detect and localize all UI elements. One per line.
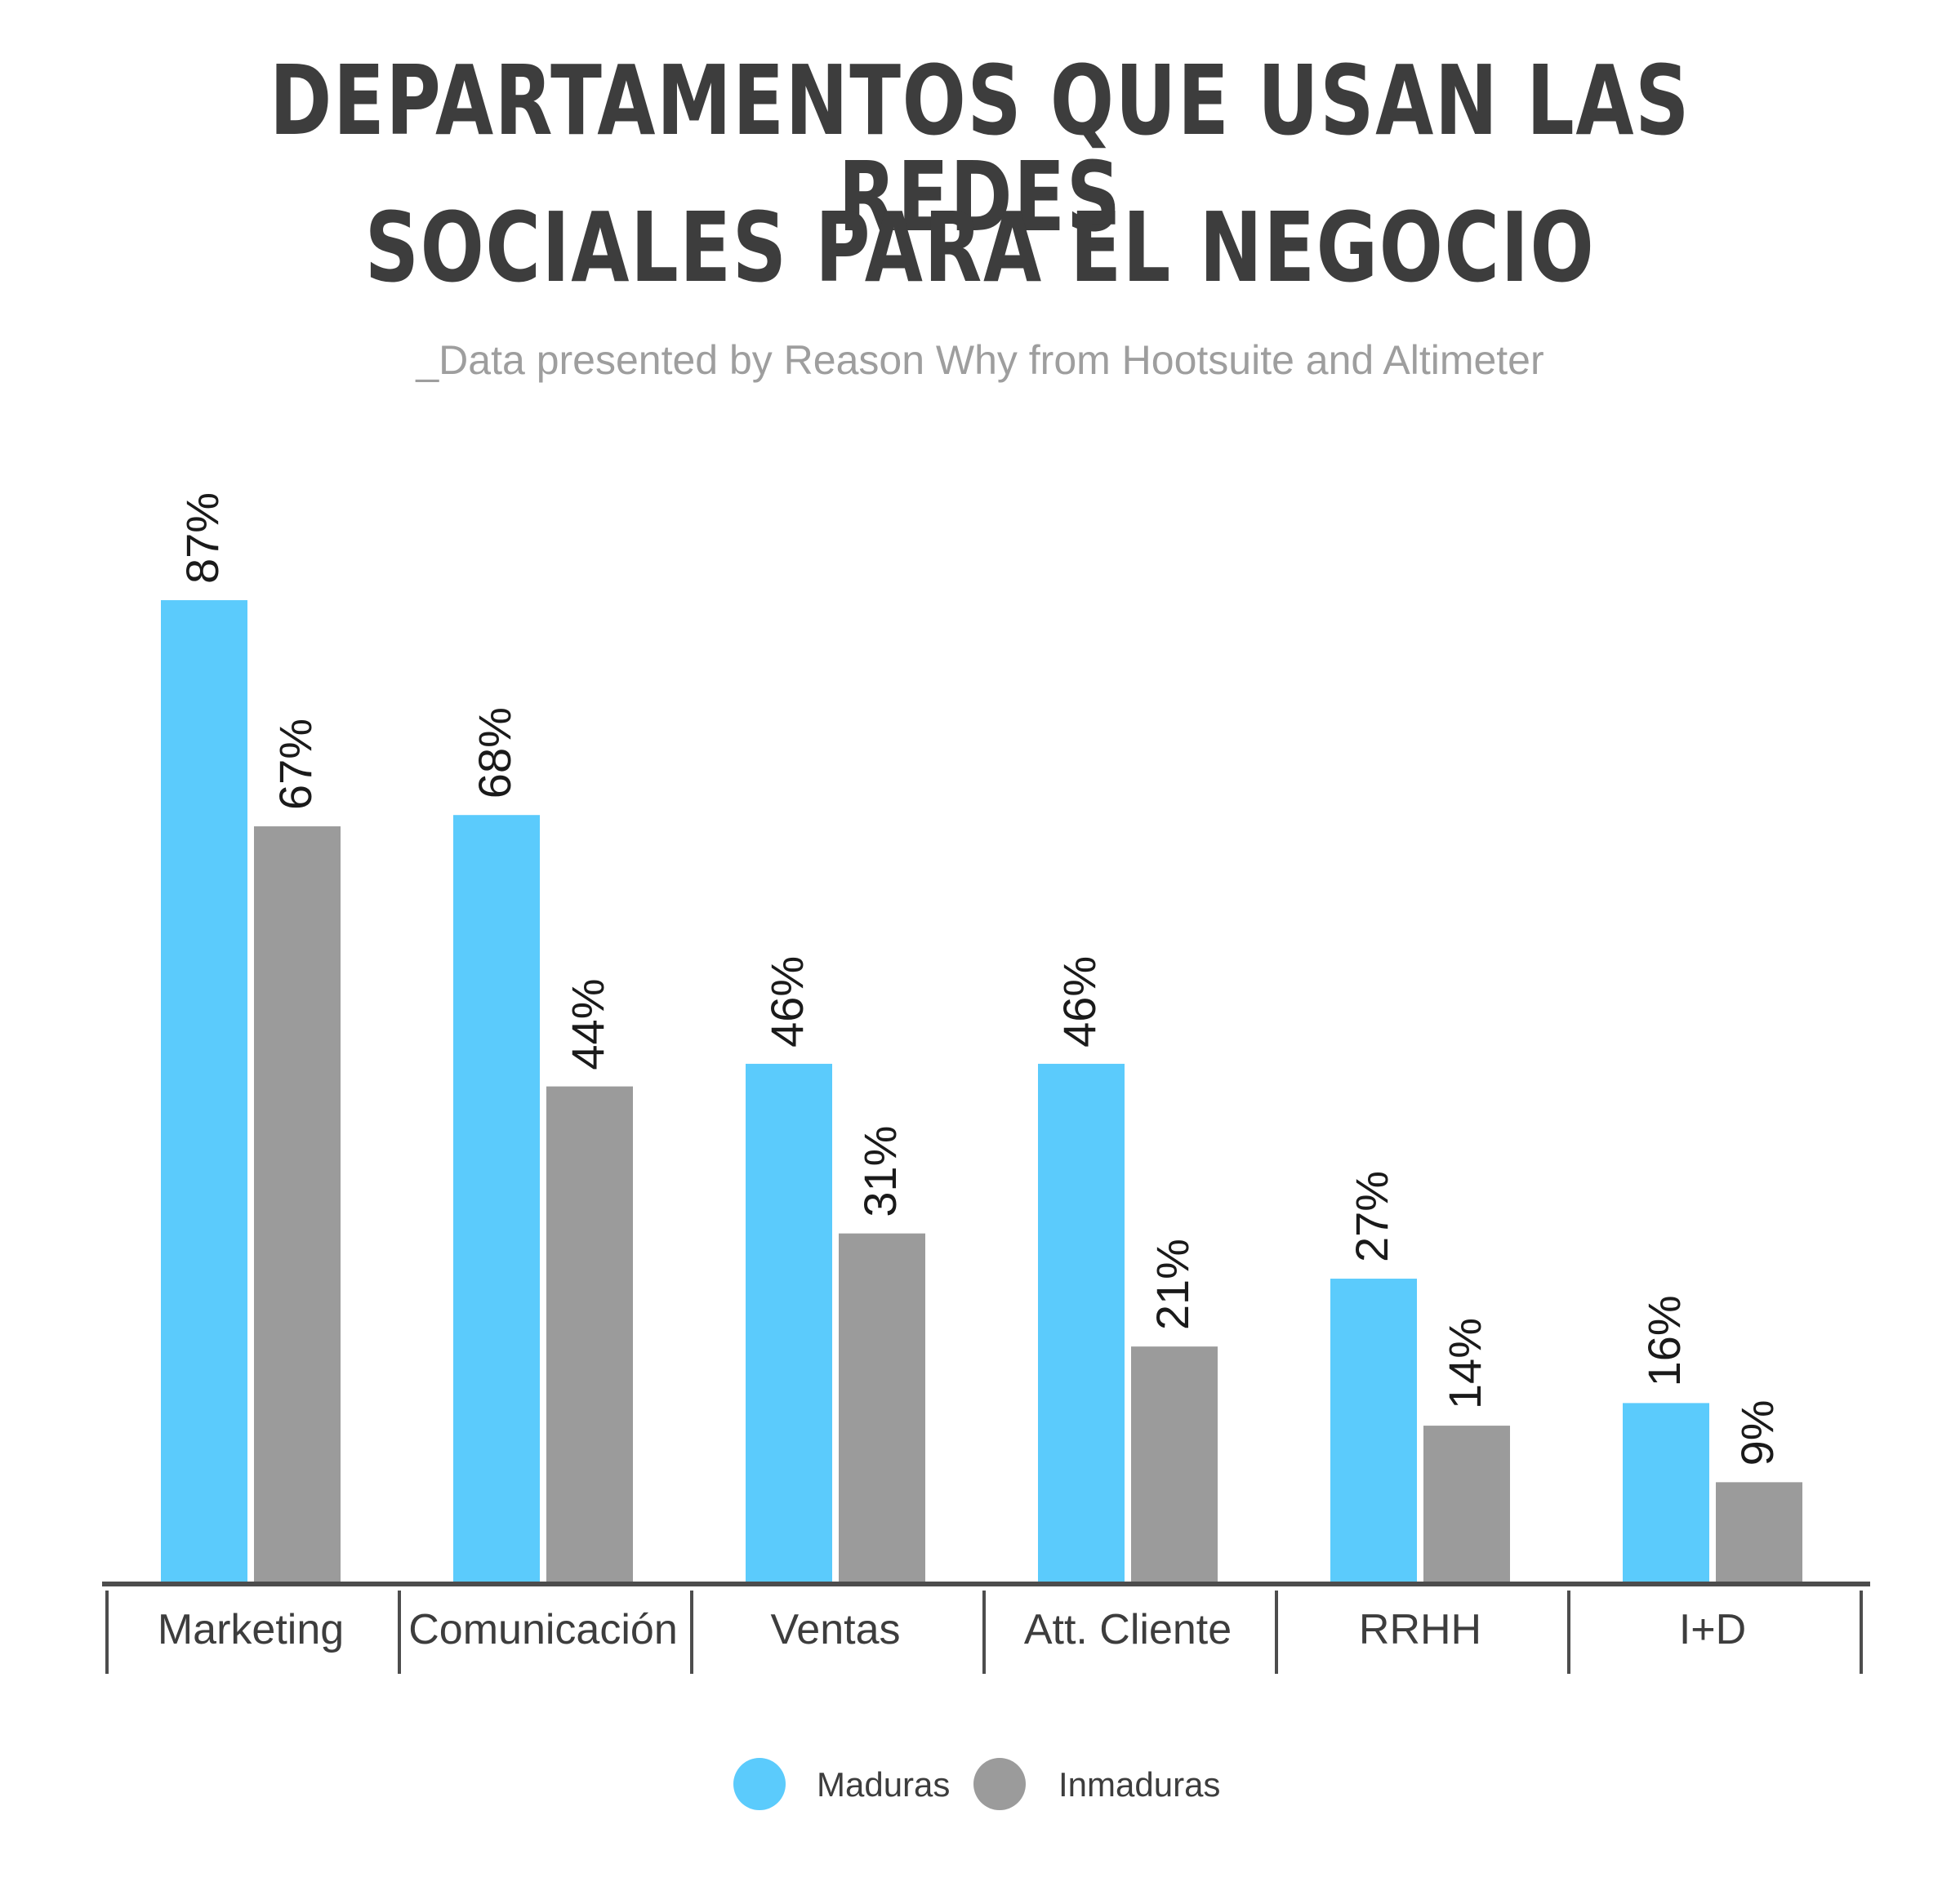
legend-label-inmaduras: Inmaduras — [1058, 1765, 1220, 1804]
data-label-inmaduras-5: 14% — [1439, 1318, 1490, 1409]
bars-layer — [161, 600, 1802, 1584]
bar-maduras-6 — [1623, 1403, 1709, 1584]
bar-maduras-5 — [1330, 1279, 1417, 1584]
bar-maduras-2 — [453, 815, 540, 1584]
value-labels-layer: 87% 67% 68% 44% 46% 31% 46% 21% 27% 14% 16% 9% — [176, 492, 1783, 1466]
legend: Maduras Inmaduras — [733, 1758, 1220, 1810]
legend-swatch-inmaduras — [973, 1758, 1026, 1810]
chart-subtitle: _Data presented by Reason Why from Hoots… — [416, 337, 1544, 383]
bar-inmaduras-2 — [546, 1086, 633, 1584]
category-label-3: Ventas — [770, 1606, 900, 1653]
bar-inmaduras-5 — [1423, 1426, 1510, 1584]
data-label-maduras-6: 16% — [1638, 1295, 1690, 1386]
category-label-4: Att. Cliente — [1024, 1606, 1232, 1653]
data-label-maduras-3: 46% — [761, 956, 813, 1048]
data-label-maduras-1: 87% — [176, 492, 228, 584]
bar-maduras-1 — [161, 600, 247, 1584]
bar-maduras-4 — [1038, 1063, 1125, 1584]
data-label-inmaduras-6: 9% — [1731, 1399, 1783, 1466]
data-label-maduras-2: 68% — [469, 707, 520, 799]
legend-label-maduras: Maduras — [817, 1765, 950, 1804]
data-label-inmaduras-1: 67% — [270, 719, 321, 810]
bar-inmaduras-6 — [1716, 1482, 1802, 1584]
data-label-maduras-4: 46% — [1054, 956, 1105, 1048]
category-label-2: Comunicación — [408, 1606, 678, 1653]
category-label-1: Marketing — [158, 1606, 344, 1653]
data-label-inmaduras-3: 31% — [854, 1126, 906, 1217]
chart-title-line-1: DEPARTAMENTOS QUE USAN LAS REDES — [270, 44, 1690, 253]
chart-title-line-2: SOCIALES PARA EL NEGOCIO — [364, 191, 1596, 304]
legend-swatch-maduras — [733, 1758, 786, 1810]
category-label-5: RRHH — [1359, 1606, 1481, 1653]
bar-inmaduras-3 — [839, 1233, 925, 1584]
data-label-inmaduras-2: 44% — [562, 979, 613, 1070]
data-label-inmaduras-4: 21% — [1147, 1239, 1198, 1330]
bar-inmaduras-4 — [1131, 1346, 1218, 1584]
bar-maduras-3 — [746, 1063, 832, 1584]
x-axis: Marketing Comunicación Ventas Att. Cliente R… — [102, 1582, 1870, 1674]
data-label-maduras-5: 27% — [1346, 1171, 1397, 1262]
bar-inmaduras-1 — [254, 826, 341, 1584]
category-label-6: I+D — [1679, 1606, 1746, 1653]
